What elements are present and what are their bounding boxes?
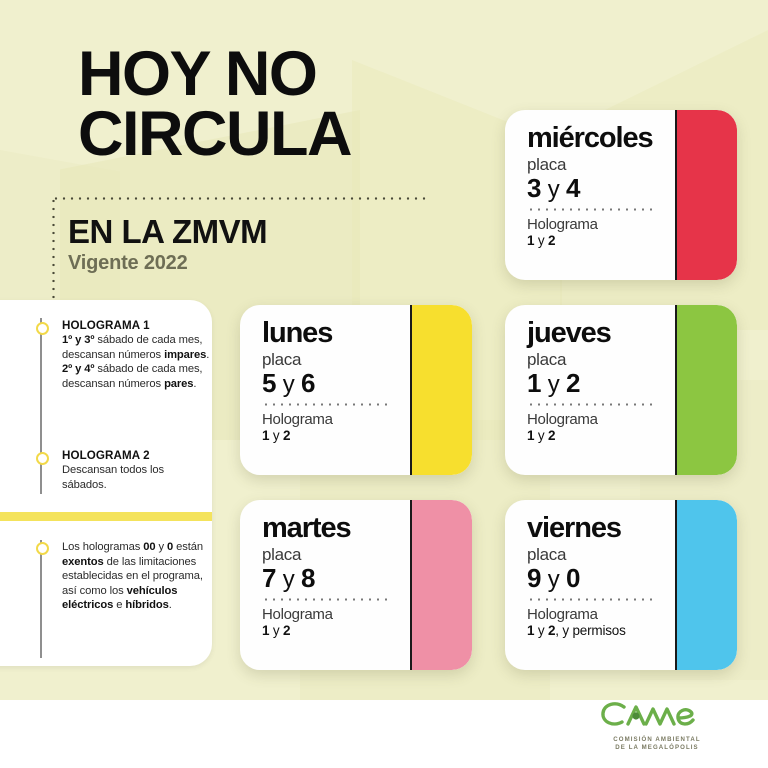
note-body: Los hologramas 00 y 0 están exentos de l… — [62, 541, 203, 612]
day-card-miercoles[interactable]: miércoles placa 3 y 4 Holograma 1 y 2 — [505, 110, 737, 280]
card-holograma-label: Holograma — [527, 606, 598, 624]
logo-subtitle-line-2: DE LA MEGALÓPOLIS — [615, 744, 699, 752]
card-body: lunes placa 5 y 6 Holograma 1 y 2 — [262, 317, 398, 444]
validity-label: Vigente 2022 — [68, 252, 188, 274]
day-card-viernes[interactable]: viernes placa 9 y 0 Holograma 1 y 2, y p… — [505, 500, 737, 670]
card-rule — [674, 110, 677, 280]
card-placa-label: placa — [527, 349, 567, 369]
card-rule — [409, 500, 412, 670]
card-body: miércoles placa 3 y 4 Holograma 1 y 2 — [527, 122, 663, 249]
logo-subtitle-line-1: COMISIÓN AMBIENTAL — [613, 736, 701, 743]
bullet-dot-icon — [36, 322, 49, 335]
card-accent-bar — [677, 500, 737, 670]
card-body: viernes placa 9 y 0 Holograma 1 y 2, y p… — [527, 512, 663, 639]
placa-conjunction: y — [547, 566, 560, 594]
card-rule — [674, 500, 677, 670]
timeline-line — [40, 540, 42, 658]
logo-subtitle: COMISIÓN AMBIENTAL DE LA MEGALÓPOLIS — [596, 736, 718, 752]
card-body: martes placa 7 y 8 Holograma 1 y 2 — [262, 512, 398, 639]
came-wordmark-icon — [601, 702, 695, 726]
card-placa-numbers: 7 y 8 — [262, 564, 398, 593]
card-dotted-divider — [262, 403, 392, 407]
card-accent-bar — [677, 110, 737, 280]
note-heading: HOLOGRAMA 1 — [62, 319, 150, 332]
card-dotted-divider — [527, 208, 657, 212]
note-body: Descansan todos los sábados. — [62, 464, 164, 491]
card-dotted-divider — [262, 598, 392, 602]
note-hologram-2: HOLOGRAMA 2 Descansan todos los sábados. — [62, 448, 210, 492]
footer-bar — [0, 700, 768, 768]
logo-dot-icon — [632, 712, 640, 720]
dotted-rule-vertical — [52, 197, 55, 317]
card-dotted-divider — [527, 598, 657, 602]
title-line-1: HOY NO — [78, 39, 318, 109]
hologram-info-panel — [0, 300, 212, 666]
placa-second: 6 — [300, 368, 315, 399]
subtitle: EN LA ZMVM — [68, 213, 268, 250]
card-day-name: miércoles — [527, 122, 654, 154]
card-body: jueves placa 1 y 2 Holograma 1 y 2 — [527, 317, 663, 444]
note-body: 1º y 3º sábado de cada mes, descansan nú… — [62, 334, 210, 390]
card-day-name: jueves — [527, 317, 612, 349]
card-day-name: viernes — [527, 512, 622, 544]
card-accent-bar — [412, 500, 472, 670]
panel-divider — [0, 512, 212, 521]
day-card-martes[interactable]: martes placa 7 y 8 Holograma 1 y 2 — [240, 500, 472, 670]
placa-first: 7 — [262, 563, 276, 594]
card-placa-numbers: 1 y 2 — [527, 369, 663, 398]
dotted-rule-horizontal — [52, 197, 430, 200]
placa-first: 3 — [527, 173, 541, 204]
card-placa-label: placa — [527, 154, 567, 174]
card-holograma-value: 1 y 2, y permisos — [527, 623, 626, 639]
card-placa-numbers: 3 y 4 — [527, 174, 663, 203]
card-dotted-divider — [527, 403, 657, 407]
bullet-dot-icon — [36, 542, 49, 555]
card-holograma-label: Holograma — [262, 411, 333, 429]
note-heading: HOLOGRAMA 2 — [62, 449, 150, 462]
card-holograma-label: Holograma — [527, 411, 598, 429]
placa-second: 4 — [565, 173, 580, 204]
came-logo: COMISIÓN AMBIENTAL DE LA MEGALÓPOLIS — [596, 700, 718, 752]
day-card-jueves[interactable]: jueves placa 1 y 2 Holograma 1 y 2 — [505, 305, 737, 475]
page-title: HOY NO CIRCULA — [78, 43, 498, 170]
card-placa-numbers: 9 y 0 — [527, 564, 663, 593]
card-accent-bar — [677, 305, 737, 475]
note-exempt-vehicles: Los hologramas 00 y 0 están exentos de l… — [62, 540, 210, 613]
card-rule — [409, 305, 412, 475]
placa-conjunction: y — [547, 371, 560, 399]
card-holograma-value: 1 y 2 — [262, 428, 291, 444]
card-day-name: martes — [262, 512, 352, 544]
card-day-name: lunes — [262, 317, 333, 349]
placa-second: 0 — [565, 563, 580, 594]
bullet-dot-icon — [36, 452, 49, 465]
card-holograma-label: Holograma — [262, 606, 333, 624]
card-placa-label: placa — [262, 349, 302, 369]
placa-first: 5 — [262, 368, 276, 399]
timeline-line — [40, 318, 42, 494]
placa-conjunction: y — [547, 176, 560, 204]
placa-first: 1 — [527, 368, 541, 399]
card-holograma-value: 1 y 2 — [262, 623, 291, 639]
title-line-2: CIRCULA — [78, 99, 352, 170]
placa-second: 2 — [565, 368, 580, 399]
card-placa-label: placa — [527, 544, 567, 564]
note-hologram-1: HOLOGRAMA 1 1º y 3º sábado de cada mes, … — [62, 318, 210, 391]
card-holograma-value: 1 y 2 — [527, 233, 556, 249]
placa-conjunction: y — [282, 566, 295, 594]
card-placa-numbers: 5 y 6 — [262, 369, 398, 398]
card-placa-label: placa — [262, 544, 302, 564]
placa-conjunction: y — [282, 371, 295, 399]
card-holograma-label: Holograma — [527, 216, 598, 234]
day-card-lunes[interactable]: lunes placa 5 y 6 Holograma 1 y 2 — [240, 305, 472, 475]
card-rule — [674, 305, 677, 475]
placa-second: 8 — [300, 563, 315, 594]
card-holograma-value: 1 y 2 — [527, 428, 556, 444]
placa-first: 9 — [527, 563, 541, 594]
card-accent-bar — [412, 305, 472, 475]
